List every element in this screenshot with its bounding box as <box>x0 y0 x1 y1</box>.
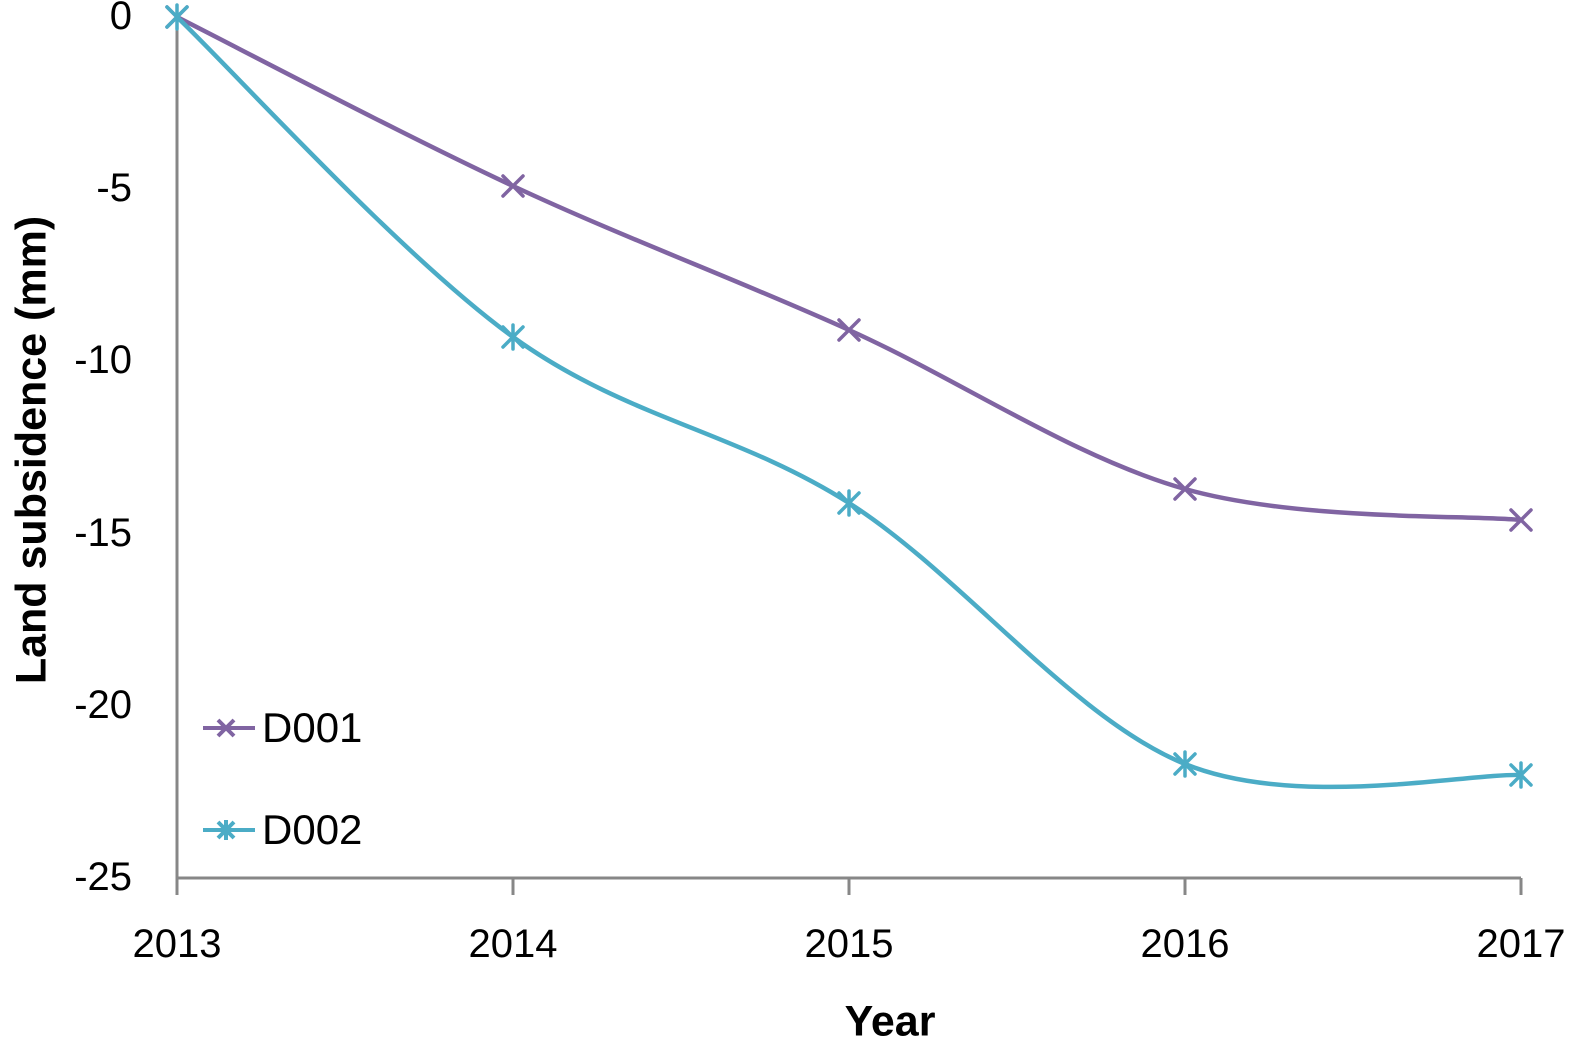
d002-line-marker-icon <box>203 820 255 840</box>
d001-line-marker-icon <box>203 718 255 738</box>
x-tick-label: 2016 <box>1140 922 1230 966</box>
legend-swatch-line <box>203 820 255 840</box>
x-tick-label: 2013 <box>132 922 222 966</box>
d002-marker <box>501 323 525 351</box>
d002-marker <box>165 3 189 31</box>
y-tick-label: 0 <box>109 0 132 39</box>
d002-marker <box>1509 761 1533 789</box>
legend-item-d002: D002 <box>203 809 362 851</box>
y-tick-label: -15 <box>74 510 132 555</box>
legend-label-d002: D002 <box>262 806 363 853</box>
series-line-d001 <box>174 14 1524 523</box>
d001-marker <box>1173 477 1197 501</box>
d001-marker <box>501 174 525 198</box>
d001-marker <box>1509 508 1533 532</box>
y-tick-label: -10 <box>74 338 132 383</box>
y-axis-title: Land subsidence (mm) <box>7 215 56 685</box>
y-tick-label: -20 <box>74 682 132 727</box>
d002-marker <box>1173 750 1197 778</box>
y-tick-label: -5 <box>96 166 132 211</box>
x-axis-title: Year <box>844 997 936 1046</box>
x-tick-label: 2017 <box>1476 922 1566 966</box>
x-tick-label: 2014 <box>468 922 558 966</box>
legend-item-d001: D001 <box>203 707 362 749</box>
d002-marker <box>837 489 861 517</box>
legend-swatch-line <box>203 718 255 738</box>
y-tick-label: -25 <box>74 855 132 900</box>
series-line-d002 <box>174 14 1524 790</box>
x-tick-label: 2015 <box>804 922 894 966</box>
legend-label-d001: D001 <box>262 704 363 751</box>
d001-marker <box>837 318 861 342</box>
